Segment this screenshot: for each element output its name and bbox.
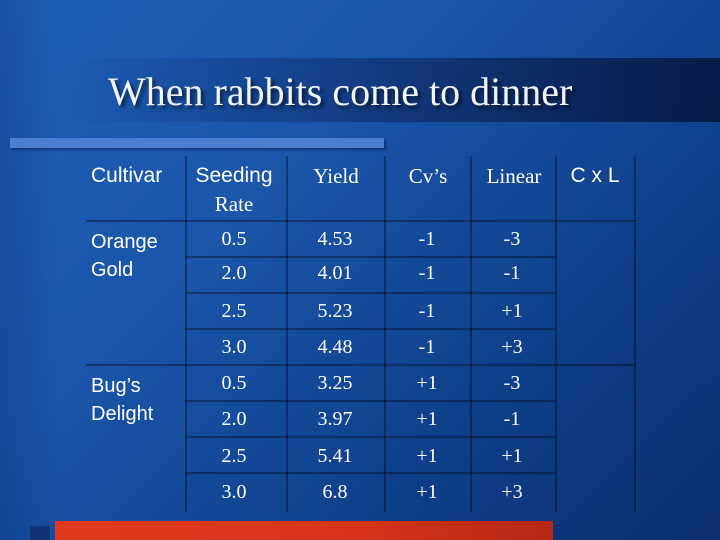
slide-title: When rabbits come to dinner: [108, 69, 573, 114]
cell-linear: -1: [503, 262, 521, 284]
cell-cv: -1: [418, 300, 436, 322]
cell-yield: 5.23: [317, 300, 353, 322]
grid-vline: [286, 156, 288, 512]
cell-yield: 3.97: [317, 408, 353, 430]
header-cxl: C x L: [570, 164, 620, 187]
cell-cv: +1: [416, 408, 438, 430]
cell-cv: +1: [416, 481, 438, 503]
cell-yield: 5.41: [317, 445, 353, 467]
grid-hline: [185, 472, 555, 474]
cell-seeding-rate: 0.5: [221, 228, 247, 250]
cell-linear: +3: [501, 481, 523, 503]
grid-vline: [634, 156, 636, 512]
header-linear: Linear: [486, 164, 542, 188]
cell-cv: -1: [418, 228, 436, 250]
header-seeding-rate-line2: Rate: [214, 192, 254, 216]
cell-cv: +1: [416, 445, 438, 467]
cell-yield: 4.53: [317, 228, 353, 250]
cell-linear: -3: [503, 228, 521, 250]
cell-cv: -1: [418, 336, 436, 358]
cell-cv: +1: [416, 372, 438, 394]
grid-vline: [384, 156, 386, 512]
grid-hline: [185, 400, 555, 402]
cell-seeding-rate: 3.0: [221, 481, 247, 503]
cultivar-name-line1: Orange: [91, 231, 158, 253]
header-cvs: Cv’s: [408, 164, 448, 188]
grid-hline: [185, 256, 555, 258]
header-cultivar: Cultivar: [91, 164, 163, 187]
grid-vline: [185, 156, 187, 512]
grid-hline: [185, 436, 555, 438]
cultivar-name-line2: Gold: [91, 259, 134, 281]
title-underline-bar: [10, 138, 384, 148]
cell-linear: +1: [501, 300, 523, 322]
grid-hline: [86, 364, 636, 366]
title-band: [60, 58, 720, 122]
left-gradient-decoration: [0, 0, 60, 540]
cell-yield: 3.25: [317, 372, 353, 394]
bottom-bar-shadow: [30, 526, 50, 540]
cultivar-name-line2: Delight: [91, 403, 154, 425]
cell-seeding-rate: 0.5: [221, 372, 247, 394]
cell-cv: -1: [418, 262, 436, 284]
cultivar-name-line1: Bug’s: [91, 375, 141, 397]
grid-hline: [185, 292, 555, 294]
cell-yield: 6.8: [322, 481, 348, 503]
grid-hline: [185, 328, 555, 330]
grid-hline: [86, 220, 636, 222]
header-yield: Yield: [313, 164, 359, 188]
cell-seeding-rate: 2.0: [221, 408, 247, 430]
cultivar-label-orange-gold: Orange Gold: [91, 228, 158, 284]
bottom-accent-bar: [55, 521, 553, 540]
grid-vline: [555, 156, 557, 512]
cell-seeding-rate: 2.5: [221, 445, 247, 467]
cell-linear: -1: [503, 408, 521, 430]
cultivar-label-bugs-delight: Bug’s Delight: [91, 372, 153, 428]
cell-yield: 4.48: [317, 336, 353, 358]
cell-linear: +1: [501, 445, 523, 467]
cell-seeding-rate: 2.0: [221, 262, 247, 284]
cell-seeding-rate: 2.5: [221, 300, 247, 322]
header-seeding-rate-line1: Seeding: [195, 164, 273, 187]
cell-linear: -3: [503, 372, 521, 394]
cell-linear: +3: [501, 336, 523, 358]
cell-seeding-rate: 3.0: [221, 336, 247, 358]
cell-yield: 4.01: [317, 262, 353, 284]
